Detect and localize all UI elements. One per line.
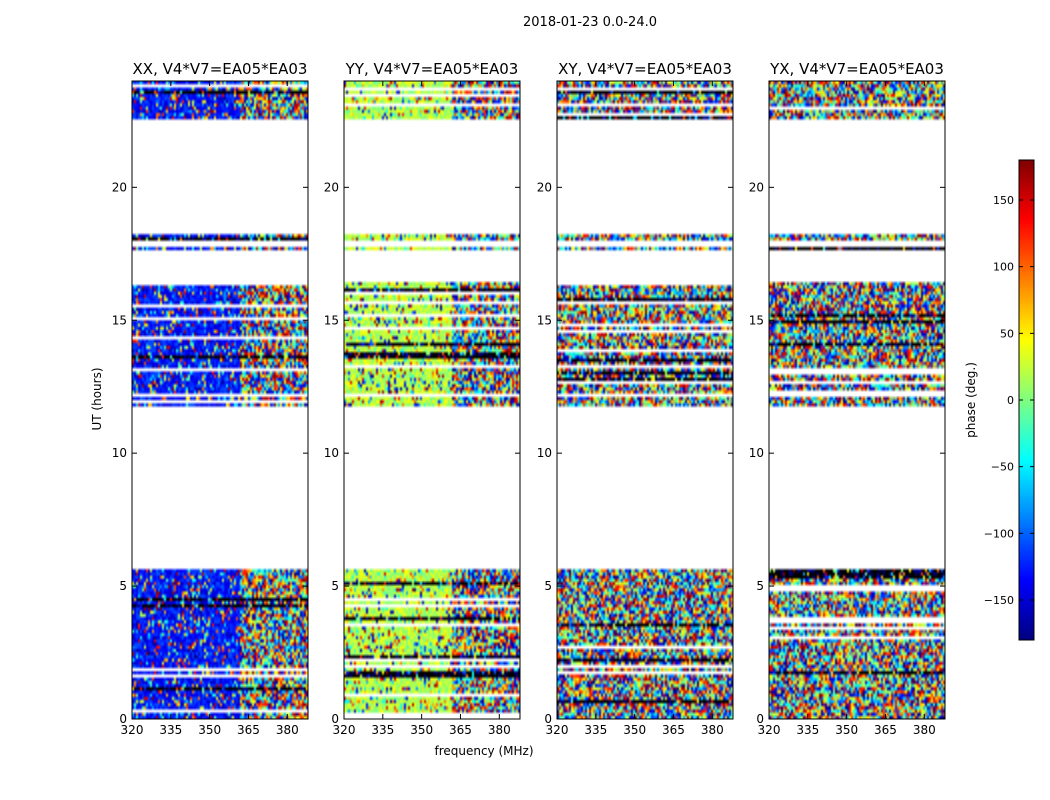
y-tick-label: 20	[324, 180, 339, 194]
x-tick-label: 350	[198, 723, 221, 737]
axes-frame	[556, 80, 734, 720]
x-tick-label: 350	[410, 723, 433, 737]
x-tick-label: 365	[237, 723, 260, 737]
y-tick-label: 0	[331, 712, 339, 726]
axes-frame	[343, 80, 521, 720]
panel-title: YX, V4*V7=EA05*EA03	[769, 60, 944, 78]
y-tick-label: 10	[537, 446, 552, 460]
colorbar-label: phase (deg.)	[964, 362, 978, 438]
colorbar: −150 −100 −50 0 50 100 150 phase (deg.)	[964, 159, 1035, 641]
figure-title: 2018-01-23 0.0-24.0	[523, 15, 657, 30]
x-tick-label: 320	[333, 723, 356, 737]
panel-title: XX, V4*V7=EA05*EA03	[133, 60, 308, 78]
y-tick-label: 20	[112, 180, 127, 194]
colorbar-tick-label: 100	[993, 261, 1014, 274]
y-tick-label: 10	[112, 446, 127, 460]
x-tick-label: 320	[758, 723, 781, 737]
x-tick-label: 365	[874, 723, 897, 737]
panel-3: YX, V4*V7=EA05*EA03 320 335 350 365 380 0 5 10 15…	[749, 60, 946, 737]
y-tick-label: 5	[331, 579, 339, 593]
y-tick-label: 10	[324, 446, 339, 460]
x-tick-label: 365	[662, 723, 685, 737]
colorbar-tick-label: −100	[984, 527, 1014, 540]
axes-frame	[131, 80, 309, 720]
x-tick-label: 320	[546, 723, 569, 737]
panel-1: YY, V4*V7=EA05*EA03 320 335 350 365 380 0 5 10 15…	[324, 60, 521, 737]
panels-container: XX, V4*V7=EA05*EA03 320 335 350 365 380 0 5 10 15…	[112, 60, 946, 737]
x-tick-label: 335	[371, 723, 394, 737]
y-tick-label: 0	[119, 712, 127, 726]
panel-2: XY, V4*V7=EA05*EA03 320 335 350 365 380 0 5 10 15…	[537, 60, 734, 737]
x-tick-label: 380	[488, 723, 511, 737]
x-tick-label: 335	[159, 723, 182, 737]
x-tick-label: 350	[835, 723, 858, 737]
axes-frame	[768, 80, 946, 720]
y-tick-label: 5	[544, 579, 552, 593]
y-tick-label: 20	[537, 180, 552, 194]
y-tick-label: 10	[749, 446, 764, 460]
panel-title: XY, V4*V7=EA05*EA03	[558, 60, 732, 78]
panel-0: XX, V4*V7=EA05*EA03 320 335 350 365 380 0 5 10 15…	[112, 60, 309, 737]
heatmap-image	[132, 81, 308, 719]
colorbar-tick-label: −50	[991, 461, 1014, 474]
x-tick-label: 365	[449, 723, 472, 737]
heatmap-image	[769, 81, 945, 719]
x-tick-label: 335	[796, 723, 819, 737]
colorbar-tick-label: −150	[984, 594, 1014, 607]
colorbar-tick-label: 50	[1000, 327, 1014, 340]
x-tick-label: 380	[913, 723, 936, 737]
colorbar-tick-label: 150	[993, 194, 1014, 207]
heatmap-image	[344, 81, 520, 719]
x-tick-label: 380	[276, 723, 299, 737]
y-tick-label: 15	[749, 313, 764, 327]
y-axis-label: UT (hours)	[90, 367, 104, 430]
panel-title: YY, V4*V7=EA05*EA03	[345, 60, 519, 78]
x-axis-label: frequency (MHz)	[434, 744, 533, 758]
y-tick-label: 20	[749, 180, 764, 194]
y-tick-label: 15	[324, 313, 339, 327]
y-tick-label: 5	[119, 579, 127, 593]
y-tick-label: 0	[756, 712, 764, 726]
x-tick-label: 350	[623, 723, 646, 737]
x-tick-label: 335	[584, 723, 607, 737]
colorbar-gradient	[1019, 160, 1034, 640]
colorbar-tick-label: 0	[1007, 394, 1014, 407]
y-tick-label: 15	[537, 313, 552, 327]
x-tick-label: 380	[701, 723, 724, 737]
y-tick-label: 5	[756, 579, 764, 593]
heatmap-image	[557, 81, 733, 719]
y-tick-label: 0	[544, 712, 552, 726]
x-tick-label: 320	[121, 723, 144, 737]
y-tick-label: 15	[112, 313, 127, 327]
